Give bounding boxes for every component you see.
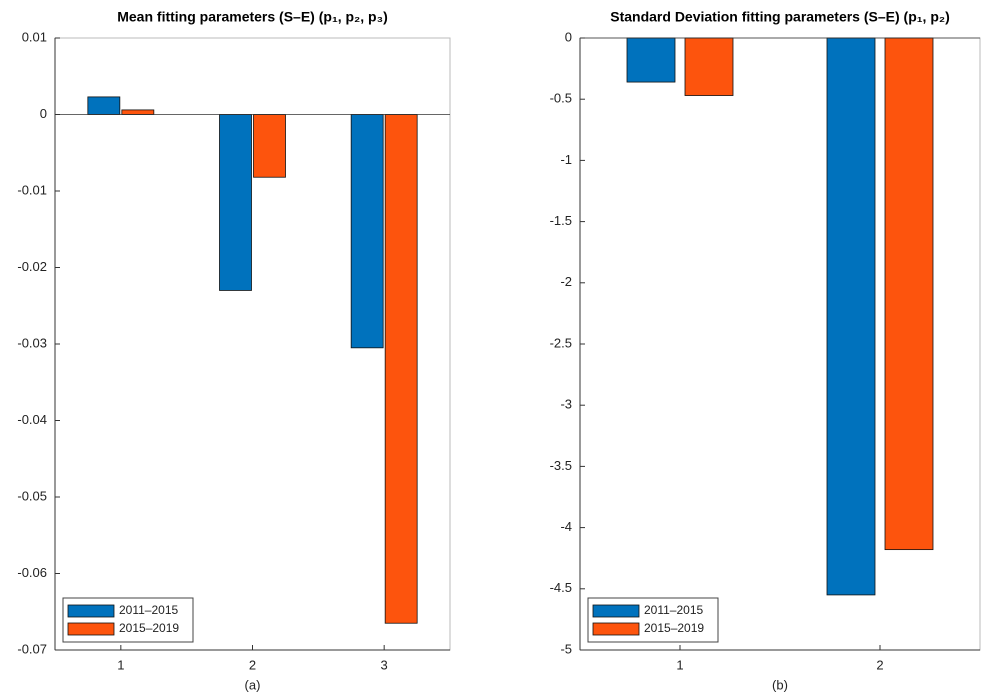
y-tick-label: 0 <box>40 106 47 121</box>
x-axis-label: (b) <box>772 677 788 692</box>
legend-label: 2015–2019 <box>644 621 704 635</box>
y-tick-label: 0 <box>565 29 572 44</box>
bar <box>626 37 676 83</box>
bar <box>384 114 418 624</box>
x-tick-label: 1 <box>117 657 124 672</box>
chart-title: Standard Deviation fitting parameters (S… <box>610 9 950 25</box>
chart-panel: Mean fitting parameters (S–E) (p₁, p₂, p… <box>17 9 451 692</box>
y-tick-label: -0.02 <box>17 259 47 274</box>
bar <box>884 37 934 551</box>
y-tick-label: -2 <box>560 274 572 289</box>
y-tick-label: -3 <box>560 397 572 412</box>
y-tick-label: -5 <box>560 641 572 656</box>
legend-label: 2011–2015 <box>119 603 179 617</box>
legend-label: 2015–2019 <box>119 621 179 635</box>
legend-swatch <box>592 622 640 636</box>
chart-title: Mean fitting parameters (S–E) (p₁, p₂, p… <box>117 9 388 25</box>
legend-label: 2011–2015 <box>644 603 704 617</box>
y-tick-label: -4 <box>560 519 572 534</box>
y-tick-label: -0.05 <box>17 488 47 503</box>
bar <box>219 114 252 291</box>
bar <box>253 114 286 178</box>
y-tick-label: -0.06 <box>17 565 47 580</box>
y-tick-label: -4.5 <box>550 580 572 595</box>
y-tick-label: -1.5 <box>550 213 572 228</box>
y-tick-label: -0.07 <box>17 641 47 656</box>
x-tick-label: 3 <box>381 657 388 672</box>
y-tick-label: -0.01 <box>17 182 47 197</box>
y-tick-label: -1 <box>560 152 572 167</box>
y-tick-label: -2.5 <box>550 335 572 350</box>
y-tick-label: -3.5 <box>550 458 572 473</box>
bar <box>684 37 734 96</box>
x-tick-label: 2 <box>876 657 883 672</box>
x-axis-label: (a) <box>245 677 261 692</box>
legend: 2011–2015 2015–2019 <box>587 597 719 643</box>
bar <box>121 109 155 115</box>
x-tick-label: 2 <box>249 657 256 672</box>
bar <box>350 114 384 349</box>
legend: 2011–2015 2015–2019 <box>62 597 194 643</box>
bar <box>826 37 876 596</box>
y-tick-label: -0.03 <box>17 335 47 350</box>
legend-swatch <box>592 604 640 618</box>
legend-swatch <box>67 622 115 636</box>
chart-panel: Standard Deviation fitting parameters (S… <box>550 9 981 692</box>
y-tick-label: 0.01 <box>22 29 47 44</box>
x-tick-label: 1 <box>676 657 683 672</box>
legend-swatch <box>67 604 115 618</box>
y-tick-label: -0.04 <box>17 412 47 427</box>
bar <box>87 96 121 115</box>
y-tick-label: -0.5 <box>550 91 572 106</box>
